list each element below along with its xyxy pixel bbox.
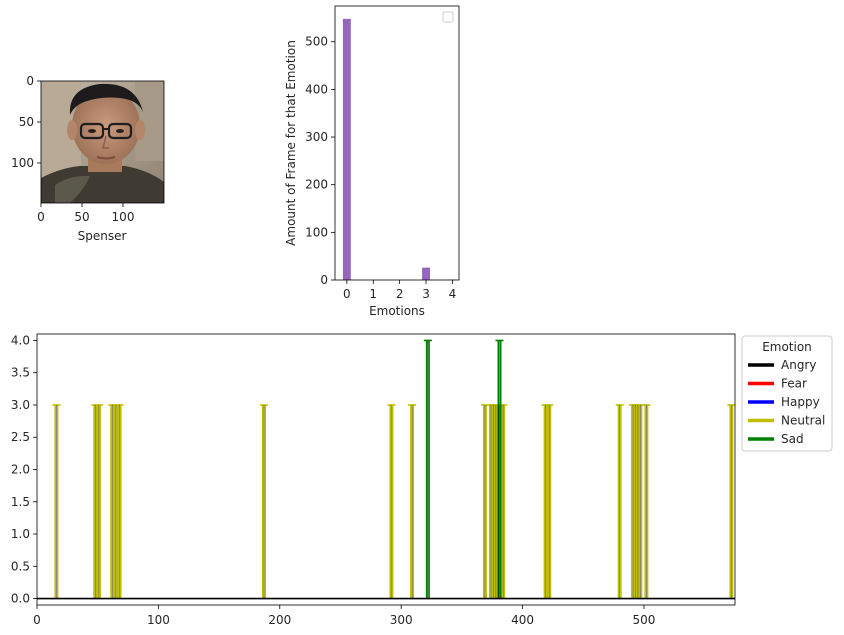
bar-chart-bars xyxy=(342,18,457,280)
y-tick-label: 500 xyxy=(305,35,328,49)
x-tick-label: 0 xyxy=(37,210,45,224)
legend-items: Angry Fear Happy Neutral Sad xyxy=(748,358,825,446)
x-tick-label: 400 xyxy=(511,613,534,627)
face-image-xlabel: Spenser xyxy=(78,229,127,243)
spike-neutral xyxy=(617,404,622,599)
y-tick-label: 0.5 xyxy=(11,559,30,573)
legend-label-happy: Happy xyxy=(781,395,820,409)
y-tick-label: 0.0 xyxy=(11,592,30,606)
y-tick-label: 3.0 xyxy=(11,398,30,412)
x-tick-label: 100 xyxy=(147,613,170,627)
bar-chart-panel: 0 100 200 300 400 500 0 1 2 3 4 Emotions Amount of… xyxy=(284,5,460,318)
spike-neutral xyxy=(482,404,487,599)
timeline-series xyxy=(37,339,736,600)
y-tick-label: 50 xyxy=(19,115,34,129)
spike-sad xyxy=(425,340,430,599)
spike-neutral xyxy=(262,404,267,599)
timeline-frame xyxy=(36,333,736,606)
y-tick-label: 4.0 xyxy=(11,333,30,347)
x-tick-label: 1 xyxy=(369,287,377,301)
timeline-axes: 0 100 200 300 400 500 0.0 0.5 1.0 1.5 2.0 2.5 3.0 3.5… xyxy=(11,333,656,627)
x-tick-label: 4 xyxy=(449,287,457,301)
legend-label-fear: Fear xyxy=(781,377,807,391)
y-tick-label: 1.5 xyxy=(11,495,30,509)
y-tick-label: 100 xyxy=(11,156,34,170)
face-image-frame xyxy=(40,80,165,204)
face-image-axes: 0 50 100 0 50 100 xyxy=(11,74,134,224)
face-image-panel: 0 50 100 0 50 100 Spenser xyxy=(11,74,165,243)
legend-title: Emotion xyxy=(762,340,812,354)
emotion-timeline-panel: 0 100 200 300 400 500 0.0 0.5 1.0 1.5 2.0 2.5 3.0 3.5… xyxy=(11,333,833,627)
x-tick-label: 300 xyxy=(390,613,413,627)
x-tick-label: 100 xyxy=(112,210,135,224)
y-tick-label: 3.5 xyxy=(11,366,30,380)
y-tick-label: 100 xyxy=(305,225,328,239)
bar xyxy=(422,267,430,280)
spike-neutral xyxy=(93,404,98,599)
bar-chart-ylabel: Amount of Frame for that Emotion xyxy=(284,40,298,246)
timeline-legend: Emotion Angry Fear Happy Neutral Sad xyxy=(741,335,833,452)
legend-label-sad: Sad xyxy=(781,432,804,446)
x-tick-label: 3 xyxy=(422,287,430,301)
spike-neutral xyxy=(110,404,115,599)
bar-chart-axes: 0 100 200 300 400 500 0 1 2 3 4 xyxy=(305,35,456,301)
legend-label-angry: Angry xyxy=(781,358,816,372)
spike-neutral xyxy=(113,404,118,599)
y-tick-label: 0 xyxy=(26,74,34,88)
y-tick-label: 2.5 xyxy=(11,430,30,444)
x-tick-label: 2 xyxy=(396,287,404,301)
y-tick-label: 2.0 xyxy=(11,463,30,477)
y-tick-label: 0 xyxy=(320,273,328,287)
spike-neutral xyxy=(117,404,122,599)
bar-chart-empty-legend xyxy=(442,11,454,23)
x-tick-label: 0 xyxy=(33,613,41,627)
y-tick-label: 1.0 xyxy=(11,527,30,541)
x-tick-label: 200 xyxy=(268,613,291,627)
spike-neutral xyxy=(644,404,649,599)
bar-chart-xlabel: Emotions xyxy=(369,304,425,318)
spike-neutral xyxy=(501,404,506,599)
y-tick-label: 200 xyxy=(305,178,328,192)
spike-neutral xyxy=(389,404,394,599)
x-tick-label: 500 xyxy=(633,613,656,627)
legend-label-neutral: Neutral xyxy=(781,414,825,428)
x-tick-label: 0 xyxy=(343,287,351,301)
spike-neutral xyxy=(543,404,548,599)
spike-neutral xyxy=(54,404,59,599)
spike-neutral xyxy=(547,404,552,599)
y-tick-label: 300 xyxy=(305,130,328,144)
spike-neutral xyxy=(410,404,415,599)
spike-neutral xyxy=(96,404,101,599)
face-image xyxy=(41,81,164,203)
x-tick-label: 50 xyxy=(74,210,89,224)
bar-chart-frame xyxy=(334,5,460,281)
bar xyxy=(342,18,351,280)
y-tick-label: 400 xyxy=(305,82,328,96)
spike-neutral xyxy=(729,404,734,599)
spike-neutral xyxy=(638,404,643,599)
